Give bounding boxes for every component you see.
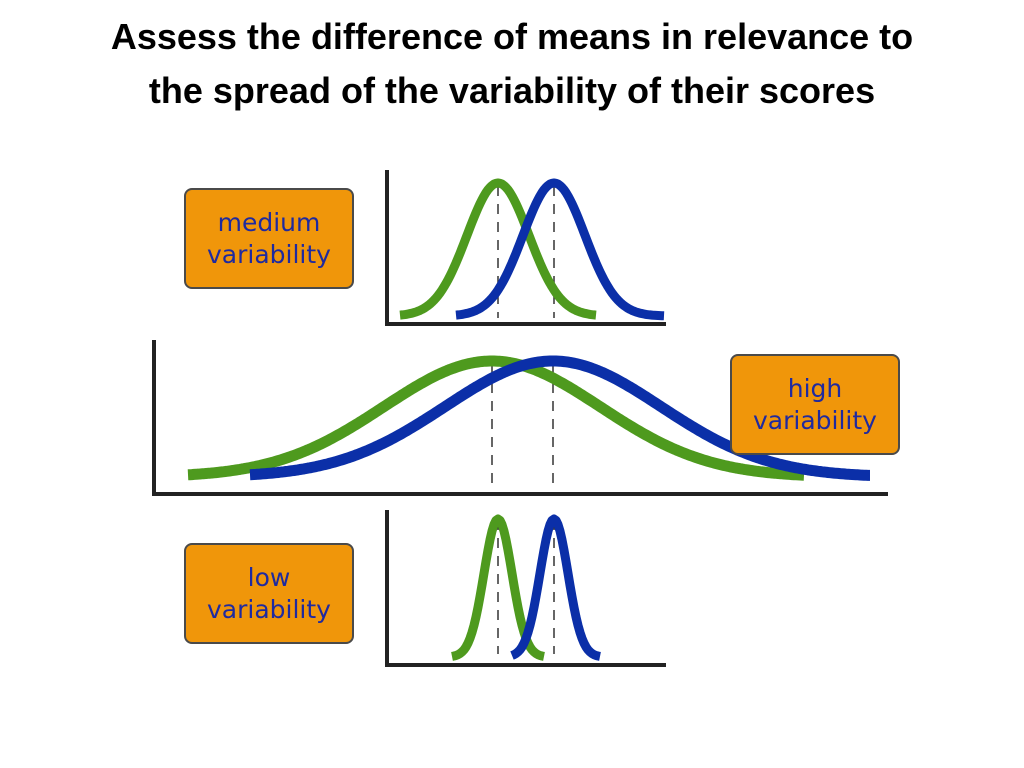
medium-label-line-1: medium — [217, 207, 321, 237]
medium-variability-label: medium variability — [184, 188, 354, 289]
high-group-a-curve — [184, 355, 808, 481]
low-label-line-1: low — [247, 562, 291, 592]
high-variability-label: high variability — [730, 354, 900, 455]
low-group-a-curve — [449, 514, 547, 661]
high-label-line-2: variability — [753, 405, 877, 435]
medium-variability-plot — [385, 170, 667, 326]
high-label-line-1: high — [787, 373, 843, 403]
low-group-b-curve — [509, 514, 603, 661]
low-variability-label: low variability — [184, 543, 354, 644]
slide-title: Assess the difference of means in releva… — [0, 10, 1024, 118]
medium-label-line-2: variability — [207, 239, 331, 269]
title-line-2: the spread of the variability of their s… — [148, 70, 876, 111]
title-line-1: Assess the difference of means in releva… — [110, 16, 914, 57]
medium-group-b-curve — [453, 178, 667, 321]
high-variability-plot — [152, 340, 888, 496]
low-variability-plot — [385, 510, 666, 667]
high-group-b-curve — [246, 355, 874, 481]
medium-group-a-curve — [397, 178, 599, 320]
low-label-line-2: variability — [207, 594, 331, 624]
